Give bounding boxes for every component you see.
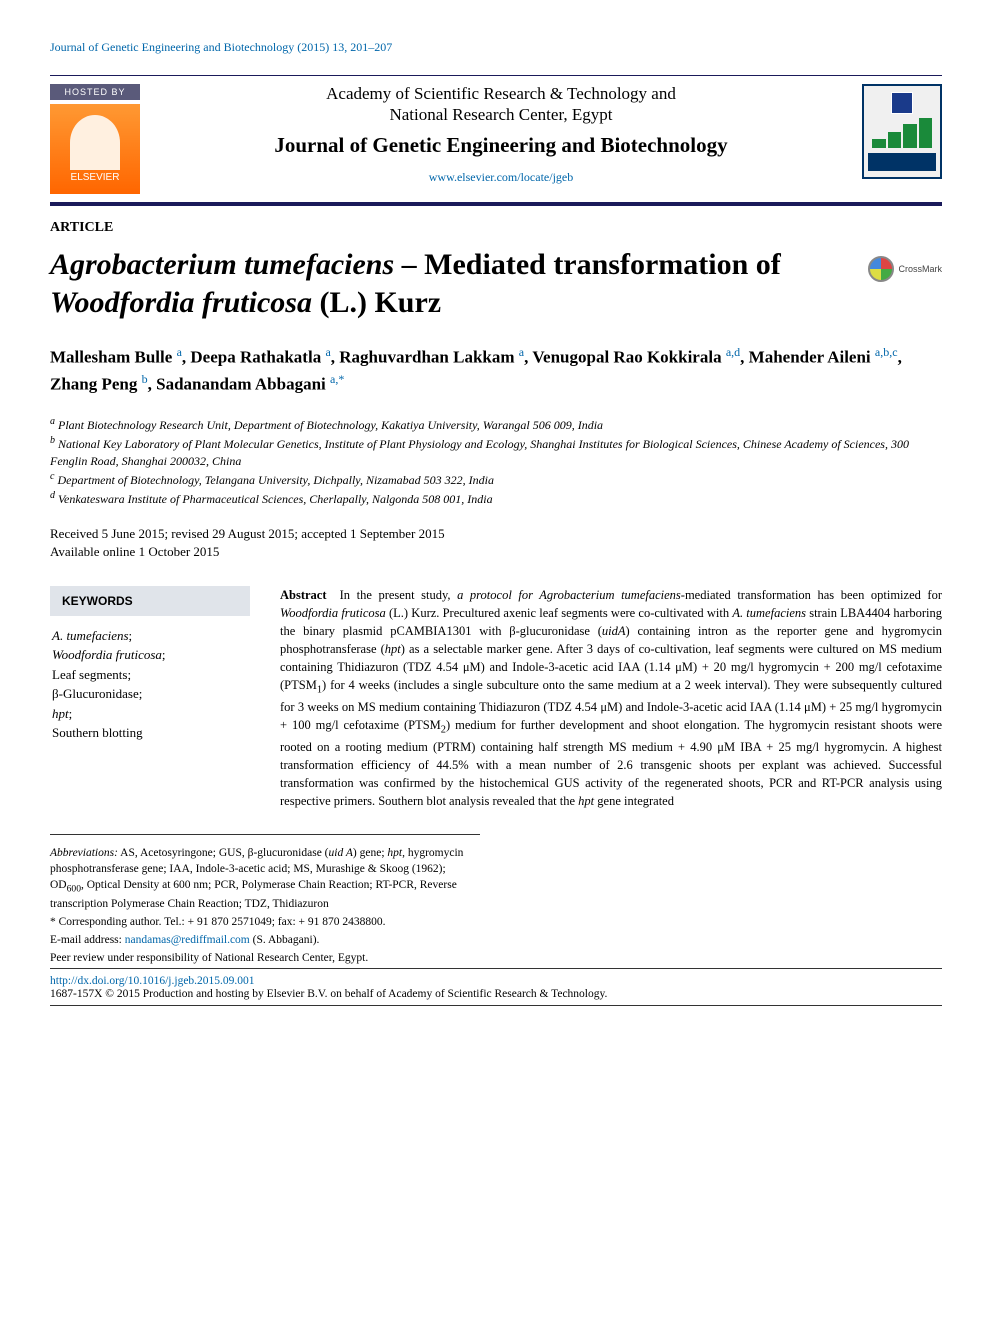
footnotes: Abbreviations: AS, Acetosyringone; GUS, …: [50, 845, 480, 966]
footnote-divider2: [50, 968, 942, 969]
nrc-bars-icon: [872, 118, 932, 148]
article-title: Agrobacterium tumefaciens – Mediated tra…: [50, 246, 838, 321]
academy-line1: Academy of Scientific Research & Technol…: [160, 84, 842, 104]
email-address[interactable]: nandamas@rediffmail.com: [125, 934, 250, 946]
elsevier-text: ELSEVIER: [71, 172, 120, 183]
nrc-logo: [862, 84, 942, 179]
keywords-list: A. tumefaciens;Woodfordia fruticosa;Leaf…: [50, 626, 250, 743]
crossmark-label: CrossMark: [898, 264, 942, 274]
affiliation: c Department of Biotechnology, Telangana…: [50, 470, 942, 489]
keywords-abstract-row: KEYWORDS A. tumefaciens;Woodfordia fruti…: [50, 586, 942, 810]
date-received: Received 5 June 2015; revised 29 August …: [50, 525, 942, 543]
email-label: E-mail address:: [50, 934, 122, 946]
journal-url[interactable]: www.elsevier.com/locate/jgeb: [160, 170, 842, 185]
abbreviations: Abbreviations: AS, Acetosyringone; GUS, …: [50, 845, 480, 912]
journal-meta: Academy of Scientific Research & Technol…: [160, 84, 842, 185]
email-who: (S. Abbagani).: [253, 934, 320, 946]
nrc-square-icon: [891, 92, 913, 114]
affiliation: b National Key Laboratory of Plant Molec…: [50, 434, 942, 470]
keywords-box: KEYWORDS A. tumefaciens;Woodfordia fruti…: [50, 586, 250, 810]
affiliation: a Plant Biotechnology Research Unit, Dep…: [50, 415, 942, 434]
divider: [50, 75, 942, 76]
divider-thick: [50, 202, 942, 206]
running-head: Journal of Genetic Engineering and Biote…: [50, 40, 942, 55]
journal-header: HOSTED BY ELSEVIER Academy of Scientific…: [50, 84, 942, 194]
authors: Mallesham Bulle a, Deepa Rathakatla a, R…: [50, 343, 942, 397]
nrc-band: [868, 153, 936, 171]
affiliation: d Venkateswara Institute of Pharmaceutic…: [50, 489, 942, 508]
title-row: Agrobacterium tumefaciens – Mediated tra…: [50, 246, 942, 321]
elsevier-tree-icon: [70, 115, 120, 170]
date-online: Available online 1 October 2015: [50, 543, 942, 561]
affiliations: a Plant Biotechnology Research Unit, Dep…: [50, 415, 942, 507]
keywords-heading: KEYWORDS: [50, 586, 250, 616]
corresponding-author: * Corresponding author. Tel.: + 91 870 2…: [50, 914, 480, 930]
hosted-by-label: HOSTED BY: [50, 84, 140, 100]
crossmark-icon: [868, 256, 894, 282]
doi-link[interactable]: http://dx.doi.org/10.1016/j.jgeb.2015.09…: [50, 975, 942, 987]
crossmark-badge[interactable]: CrossMark: [868, 256, 942, 282]
academy-line2: National Research Center, Egypt: [160, 105, 842, 125]
article-dates: Received 5 June 2015; revised 29 August …: [50, 525, 942, 561]
email-line: E-mail address: nandamas@rediffmail.com …: [50, 932, 480, 948]
hosted-by-block: HOSTED BY ELSEVIER: [50, 84, 140, 194]
footnote-divider: [50, 834, 480, 835]
journal-title: Journal of Genetic Engineering and Biote…: [160, 133, 842, 158]
abstract: Abstract In the present study, a protoco…: [280, 586, 942, 810]
bottom-divider: [50, 1005, 942, 1006]
peer-review: Peer review under responsibility of Nati…: [50, 950, 480, 966]
elsevier-logo: ELSEVIER: [50, 104, 140, 194]
copyright: 1687-157X © 2015 Production and hosting …: [50, 987, 942, 1003]
article-type: ARTICLE: [50, 220, 942, 236]
